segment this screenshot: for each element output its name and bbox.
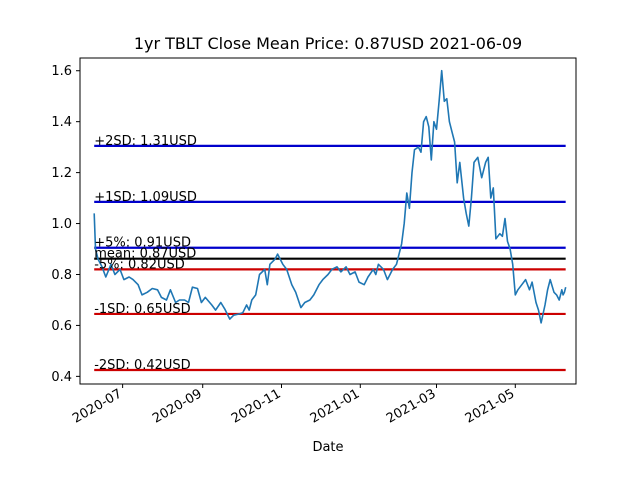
y-tick-label: 1.6 xyxy=(51,64,72,79)
x-axis-label: Date xyxy=(312,440,343,455)
y-tick-label: 1.0 xyxy=(51,217,72,232)
reference-line-label: -5%: 0.82USD xyxy=(94,257,185,272)
y-tick-label: 0.6 xyxy=(51,319,72,334)
reference-lines xyxy=(94,144,566,372)
y-tick-label: 0.4 xyxy=(51,370,72,385)
y-tick-label: 1.2 xyxy=(51,166,72,181)
y-tick-label: 0.8 xyxy=(51,268,72,283)
reference-line-label: -1SD: 0.65USD xyxy=(94,302,190,317)
y-axis: 0.4 0.6 0.8 1.0 1.2 1.4 1.6 xyxy=(51,64,80,385)
chart-title: 1yr TBLT Close Mean Price: 0.87USD 2021-… xyxy=(134,34,522,53)
reference-line-label: +1SD: 1.09USD xyxy=(94,190,197,205)
plot-area: +2SD: 1.31USD +1SD: 1.09USD +5%: 0.91USDme… xyxy=(79,57,577,385)
y-tick-label: 1.4 xyxy=(51,115,72,130)
reference-line-label: mean: 0.87USD xyxy=(94,247,196,262)
price-line xyxy=(93,69,567,324)
plot-frame xyxy=(79,57,577,385)
series-layer xyxy=(93,69,567,324)
reference-line-label: -2SD: 0.42USD xyxy=(94,358,190,373)
reference-line-label: +5%: 0.91USD xyxy=(94,236,191,251)
reference-labels: +2SD: 1.31USD +1SD: 1.09USD +5%: 0.91USDme… xyxy=(94,134,197,373)
reference-line-label: +2SD: 1.31USD xyxy=(94,134,197,149)
